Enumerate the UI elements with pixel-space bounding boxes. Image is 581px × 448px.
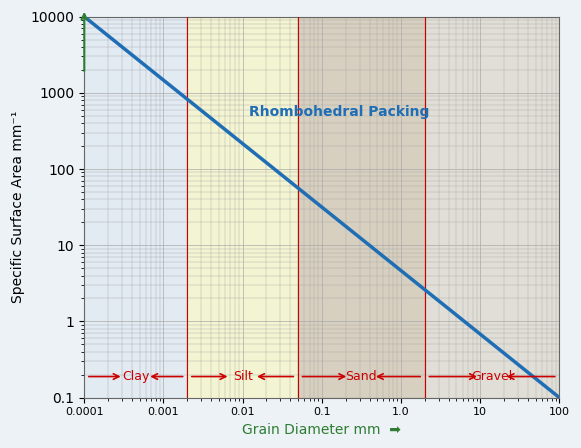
Bar — [425, 17, 560, 398]
Text: Rhombohedral Packing: Rhombohedral Packing — [249, 105, 429, 119]
Text: Silt: Silt — [233, 370, 253, 383]
Text: Clay: Clay — [122, 370, 149, 383]
Bar — [187, 17, 298, 398]
Bar — [298, 17, 425, 398]
Text: Gravel: Gravel — [472, 370, 513, 383]
X-axis label: Grain Diameter mm  ➡: Grain Diameter mm ➡ — [242, 423, 401, 437]
Bar — [84, 17, 187, 398]
Text: Sand: Sand — [346, 370, 377, 383]
Y-axis label: Specific Surface Area mm⁻¹: Specific Surface Area mm⁻¹ — [11, 111, 25, 303]
